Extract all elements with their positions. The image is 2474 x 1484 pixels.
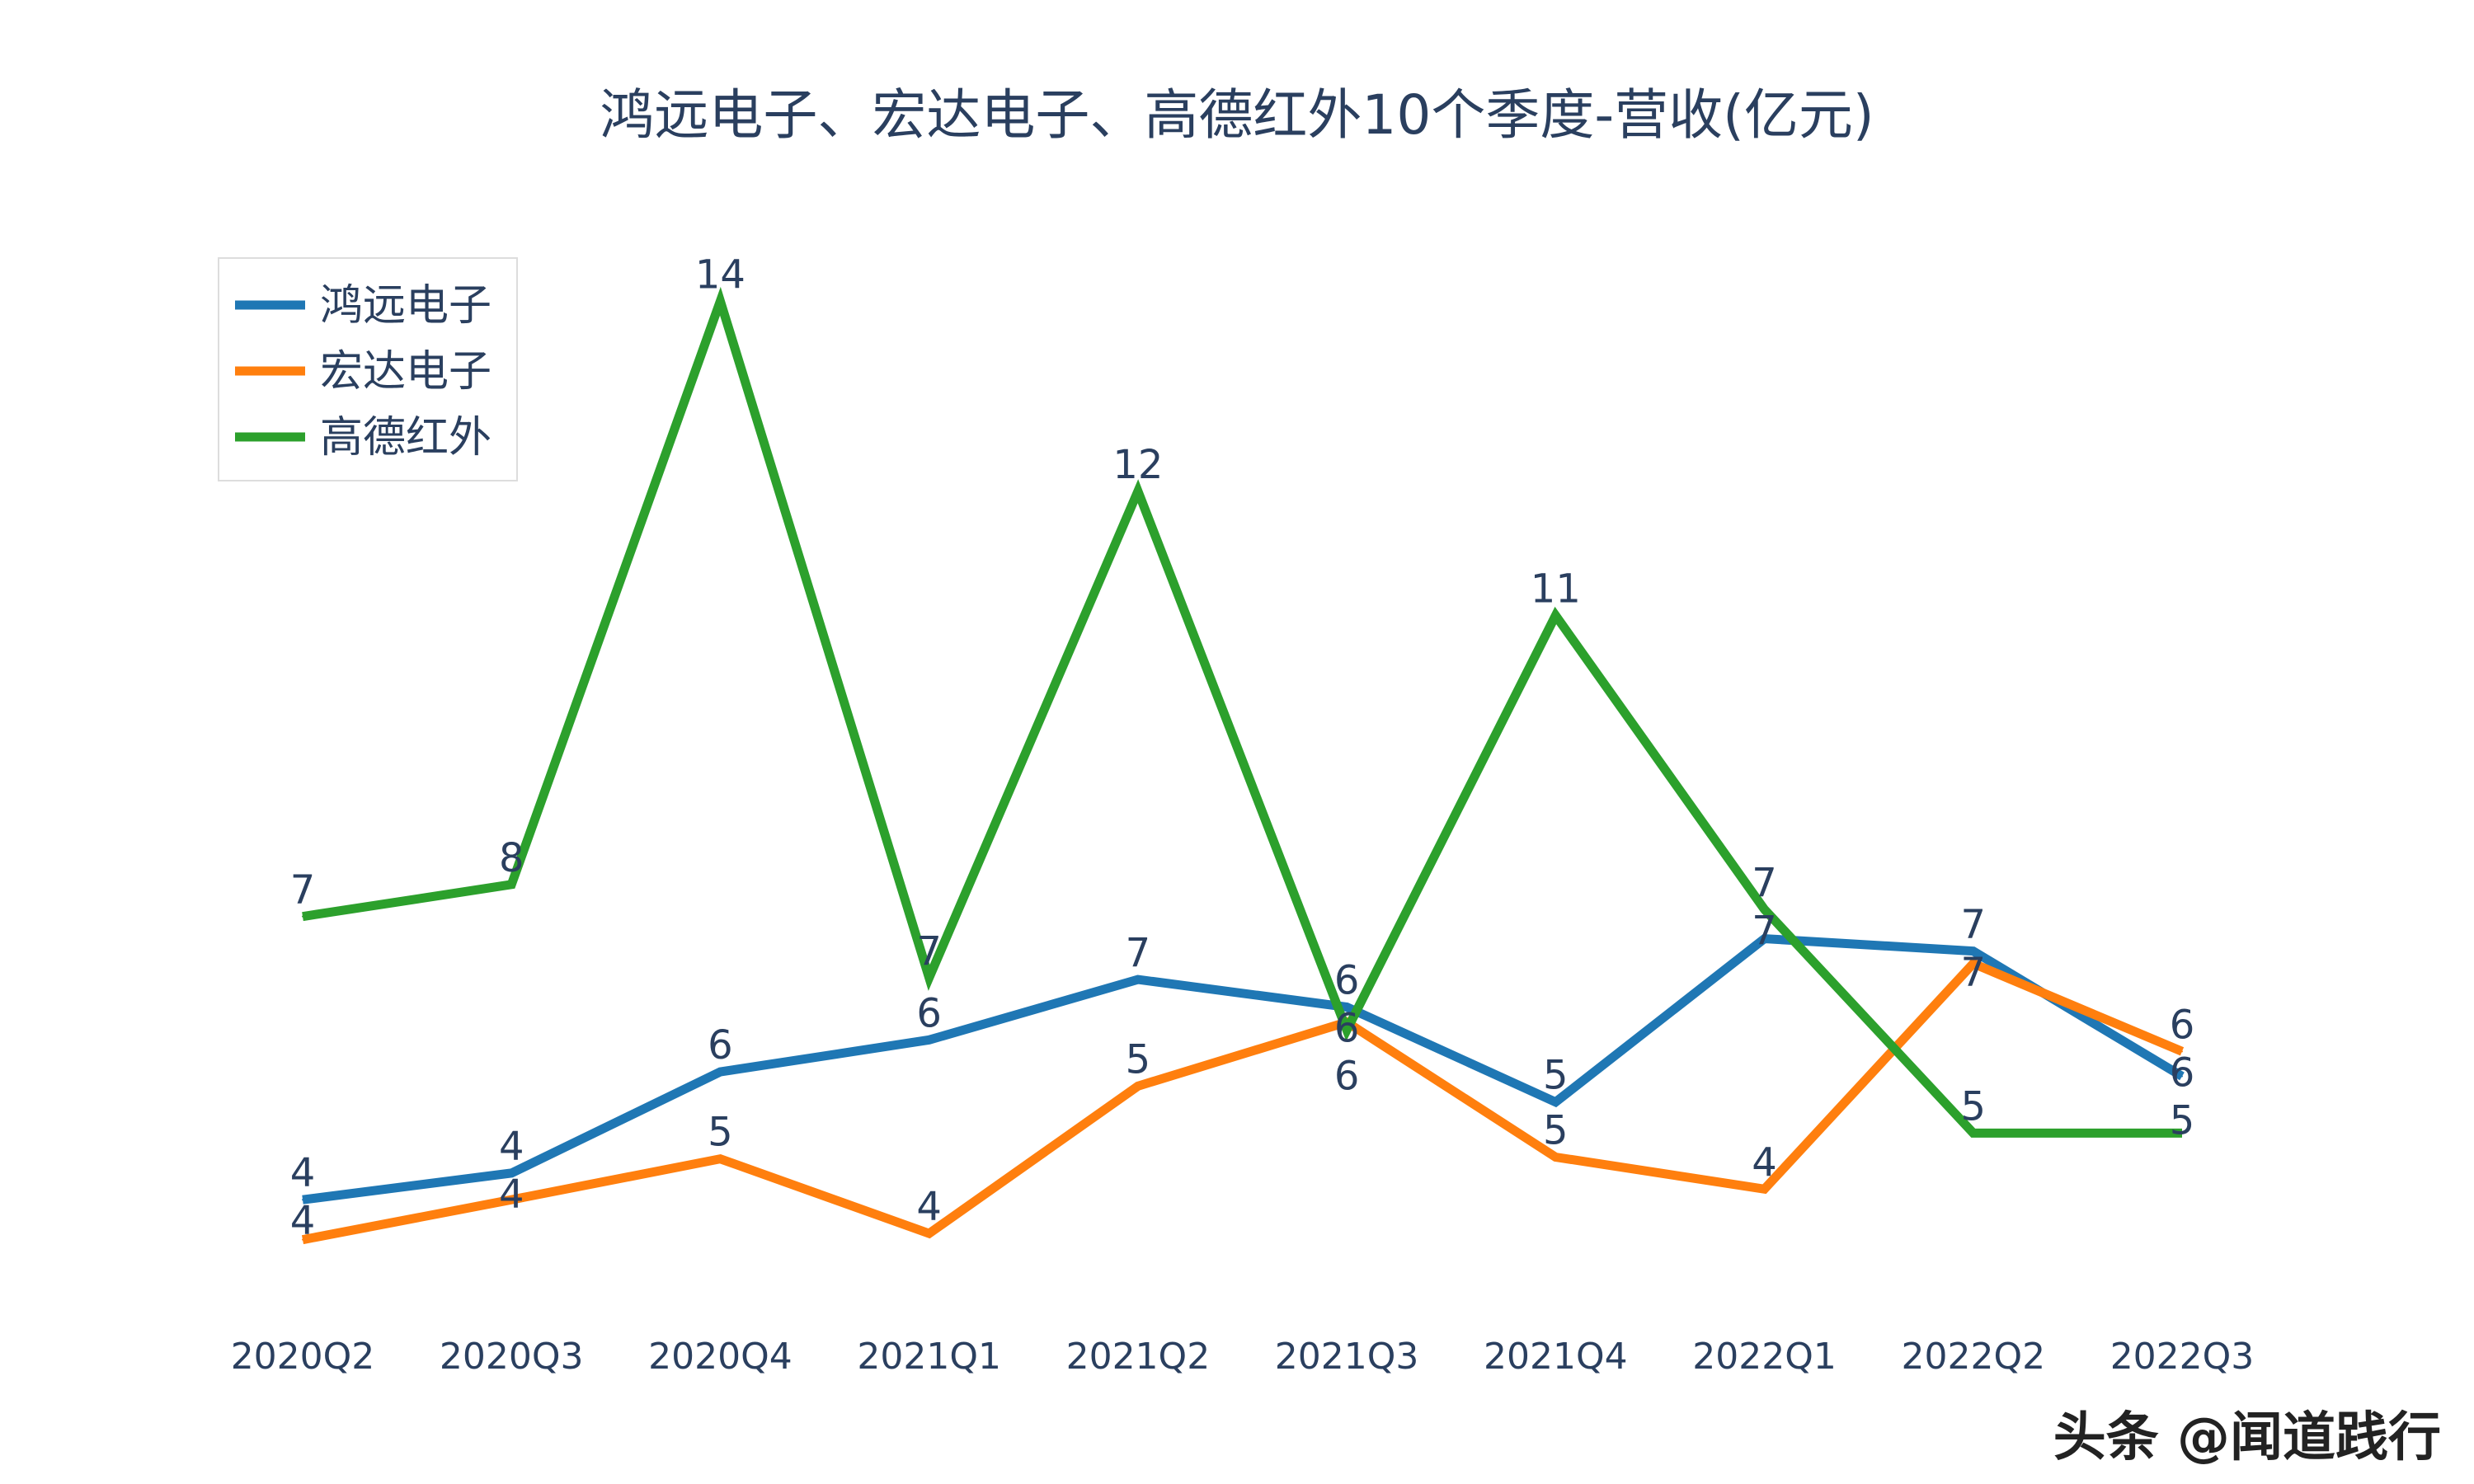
series-line-2 xyxy=(302,286,2182,1138)
legend-label: 宏达电子 xyxy=(320,347,492,397)
x-tick-label: 2021Q2 xyxy=(1066,1336,1211,1378)
data-label: 4 xyxy=(1752,1139,1777,1186)
data-point xyxy=(2181,1050,2183,1053)
data-label: 5 xyxy=(1543,1108,1569,1154)
x-tick-label: 2022Q3 xyxy=(2110,1336,2255,1378)
series-layer xyxy=(301,286,2185,1245)
data-label: 7 xyxy=(916,928,942,974)
data-label: 8 xyxy=(499,835,524,881)
data-label: 7 xyxy=(290,867,316,913)
x-tick-label: 2021Q1 xyxy=(857,1336,1001,1378)
data-point xyxy=(1136,979,1139,981)
data-label: 14 xyxy=(695,251,745,298)
data-point xyxy=(2181,1075,2183,1078)
x-tick-label: 2022Q2 xyxy=(1901,1336,2045,1378)
watermark: 头条 @闻道践行 xyxy=(2053,1407,2441,1468)
chart-title: 鸿远电子、宏达电子、高德红外10个季度-营收(亿元) xyxy=(600,83,1874,147)
data-label: 6 xyxy=(1334,1005,1360,1051)
data-label: 4 xyxy=(916,1184,942,1230)
data-label: 6 xyxy=(1334,957,1360,1003)
data-point xyxy=(510,1199,513,1201)
data-label: 4 xyxy=(290,1150,316,1196)
x-tick-label: 2021Q4 xyxy=(1484,1336,1628,1378)
data-label: 5 xyxy=(708,1110,733,1156)
data-label: 5 xyxy=(1961,1083,1987,1129)
data-label: 6 xyxy=(708,1022,733,1068)
legend-label: 高德红外 xyxy=(320,413,492,463)
data-label: 5 xyxy=(1126,1036,1151,1082)
series-line-1 xyxy=(301,958,2185,1245)
data-label: 6 xyxy=(2170,1050,2195,1096)
data-label: 6 xyxy=(916,990,942,1036)
data-point xyxy=(1554,1101,1557,1103)
series-line-0 xyxy=(302,933,2185,1205)
data-point xyxy=(719,1071,722,1073)
data-point xyxy=(510,1172,513,1174)
data-point xyxy=(302,915,303,918)
x-tick-label: 2020Q2 xyxy=(231,1336,375,1378)
data-point xyxy=(1763,1188,1766,1190)
x-axis: 2020Q2 2020Q3 2020Q4 2021Q1 2021Q2 2021Q3 2021… xyxy=(231,1336,2255,1378)
data-point xyxy=(1763,909,1766,911)
data-point xyxy=(1972,1132,1974,1134)
data-point xyxy=(1346,1006,1348,1008)
data-label: 4 xyxy=(499,1172,524,1218)
legend-label: 鸿远电子 xyxy=(320,281,492,331)
data-label: 7 xyxy=(1126,930,1151,976)
data-point xyxy=(2181,1132,2183,1134)
data-label: 12 xyxy=(1112,442,1163,488)
legend-item-1[interactable]: 宏达电子 xyxy=(235,347,492,397)
data-label: 4 xyxy=(290,1198,316,1244)
data-point xyxy=(302,1199,303,1201)
legend-item-0[interactable]: 鸿远电子 xyxy=(235,281,492,331)
x-tick-label: 2020Q4 xyxy=(648,1336,793,1378)
data-point xyxy=(1763,937,1766,940)
data-point xyxy=(1972,950,1974,952)
data-point xyxy=(1554,614,1557,617)
data-label: 5 xyxy=(2170,1097,2195,1144)
data-point xyxy=(928,1233,930,1235)
data-label: 6 xyxy=(1334,1053,1360,1099)
data-point xyxy=(1136,1085,1139,1087)
data-point xyxy=(1136,490,1139,492)
data-point xyxy=(719,1158,722,1160)
data-point xyxy=(928,976,930,979)
data-label: 7 xyxy=(1961,950,1987,996)
data-point xyxy=(1346,1029,1348,1031)
data-point xyxy=(719,300,722,303)
data-point xyxy=(510,883,513,885)
data-label: 11 xyxy=(1531,566,1581,613)
data-point xyxy=(1554,1156,1557,1158)
data-point xyxy=(302,1238,303,1241)
x-tick-label: 2021Q3 xyxy=(1275,1336,1419,1378)
data-point xyxy=(928,1039,930,1041)
data-label: 7 xyxy=(1961,902,1987,948)
data-label: 6 xyxy=(2170,1002,2195,1048)
data-label: 7 xyxy=(1752,908,1777,954)
data-label: 4 xyxy=(499,1124,524,1170)
x-tick-label: 2022Q1 xyxy=(1692,1336,1837,1378)
x-tick-label: 2020Q3 xyxy=(440,1336,584,1378)
data-label: 7 xyxy=(1752,860,1777,906)
legend-item-2[interactable]: 高德红外 xyxy=(235,413,492,463)
data-point xyxy=(1972,962,1974,965)
data-label: 5 xyxy=(1543,1053,1569,1099)
